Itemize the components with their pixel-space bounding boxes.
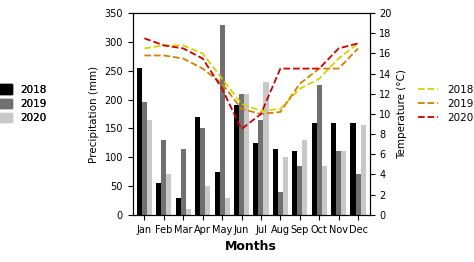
- 2019: [336, 67, 341, 70]
- 2020: [239, 128, 245, 131]
- Bar: [317, 85, 322, 215]
- Bar: [195, 117, 200, 215]
- Bar: [239, 94, 244, 215]
- 2018: [181, 44, 186, 47]
- 2018: [161, 44, 167, 47]
- 2019: [142, 54, 147, 57]
- Bar: [234, 105, 239, 215]
- Bar: [142, 102, 147, 215]
- 2020: [161, 44, 167, 47]
- Bar: [254, 143, 258, 215]
- Bar: [219, 25, 225, 215]
- 2020: [336, 47, 341, 50]
- 2019: [200, 67, 206, 70]
- Bar: [311, 123, 317, 215]
- Bar: [161, 140, 166, 215]
- 2019: [355, 47, 361, 50]
- Bar: [361, 125, 365, 215]
- Bar: [181, 149, 186, 215]
- Bar: [356, 174, 361, 215]
- 2020: [316, 67, 322, 70]
- Bar: [336, 151, 341, 215]
- Bar: [176, 198, 181, 215]
- 2020: [181, 47, 186, 50]
- 2019: [239, 107, 245, 111]
- 2018: [219, 77, 225, 80]
- Bar: [297, 166, 302, 215]
- Bar: [166, 174, 172, 215]
- 2018: [336, 57, 341, 60]
- 2018: [142, 47, 147, 50]
- 2019: [316, 67, 322, 70]
- Bar: [278, 192, 283, 215]
- 2018: [297, 87, 302, 90]
- Line: 2019: 2019: [145, 48, 358, 114]
- 2018: [277, 107, 283, 111]
- Bar: [137, 68, 142, 215]
- 2019: [219, 82, 225, 85]
- 2019: [161, 54, 167, 57]
- Bar: [292, 151, 297, 215]
- 2018: [258, 109, 264, 112]
- 2018: [355, 42, 361, 45]
- 2020: [142, 37, 147, 40]
- Bar: [200, 128, 205, 215]
- 2019: [181, 57, 186, 60]
- Bar: [331, 123, 336, 215]
- Bar: [264, 82, 268, 215]
- 2018: [239, 102, 245, 105]
- 2018: [200, 52, 206, 55]
- Bar: [258, 120, 264, 215]
- Y-axis label: Precipitation (mm): Precipitation (mm): [89, 66, 99, 162]
- Line: 2020: 2020: [145, 38, 358, 129]
- 2019: [297, 82, 302, 85]
- Legend: 2018, 2019, 2020: 2018, 2019, 2020: [0, 84, 46, 123]
- 2020: [297, 67, 302, 70]
- Bar: [302, 140, 307, 215]
- 2020: [200, 57, 206, 60]
- Legend: 2018, 2019, 2020: 2018, 2019, 2020: [418, 85, 473, 123]
- Bar: [283, 157, 288, 215]
- 2020: [355, 42, 361, 45]
- Bar: [244, 94, 249, 215]
- Bar: [156, 183, 161, 215]
- Bar: [322, 166, 327, 215]
- Bar: [341, 151, 346, 215]
- X-axis label: Months: Months: [225, 240, 277, 253]
- 2020: [277, 67, 283, 70]
- Bar: [205, 186, 210, 215]
- Y-axis label: Temperature (°C): Temperature (°C): [397, 69, 407, 159]
- Bar: [225, 198, 230, 215]
- Line: 2018: 2018: [145, 43, 358, 111]
- Bar: [350, 123, 356, 215]
- 2019: [258, 112, 264, 116]
- Bar: [215, 172, 219, 215]
- Bar: [147, 120, 152, 215]
- 2018: [316, 77, 322, 80]
- Bar: [186, 209, 191, 215]
- Bar: [273, 149, 278, 215]
- 2020: [258, 112, 264, 116]
- 2020: [219, 87, 225, 90]
- 2019: [277, 110, 283, 113]
